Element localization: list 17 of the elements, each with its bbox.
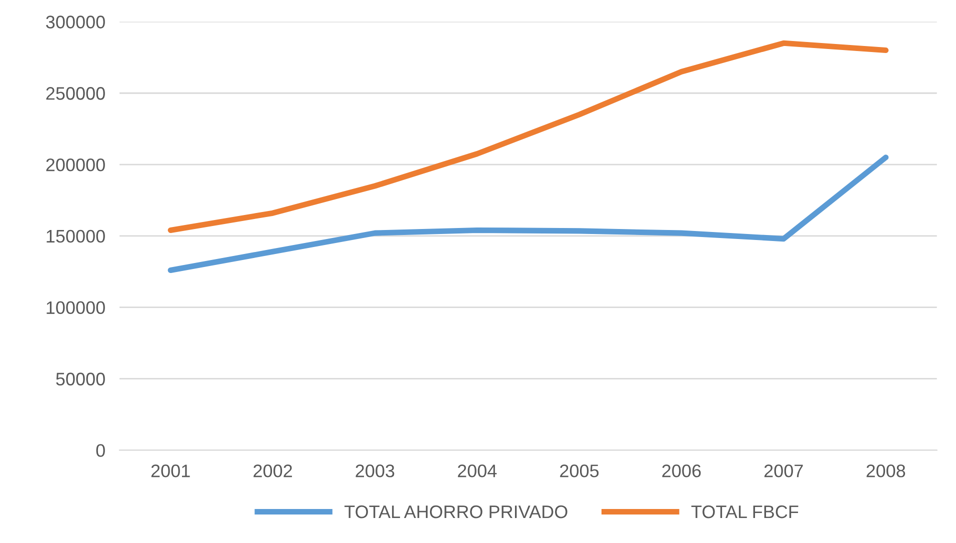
- x-tick-label: 2002: [254, 464, 292, 478]
- y-tick-label: 50000: [56, 372, 105, 386]
- x-tick-label: 2005: [560, 464, 599, 478]
- x-tick-label: 2003: [356, 464, 394, 478]
- y-tick-label: 100000: [46, 301, 105, 314]
- legend-label: TOTAL AHORRO PRIVADO: [344, 505, 568, 518]
- y-tick-label: 200000: [46, 158, 105, 172]
- legend-label: TOTAL FBCF: [691, 505, 798, 518]
- x-tick-label: 2001: [151, 464, 190, 478]
- y-tick-label: 150000: [46, 230, 105, 243]
- y-tick-label: 250000: [46, 87, 105, 100]
- x-tick-label: 2004: [458, 464, 497, 478]
- x-tick-label: 2007: [764, 464, 803, 478]
- x-tick-label: 2006: [662, 464, 701, 478]
- x-tick-label: 2008: [866, 464, 906, 478]
- y-tick-label: 0: [96, 444, 105, 457]
- y-tick-label: 300000: [46, 16, 105, 28]
